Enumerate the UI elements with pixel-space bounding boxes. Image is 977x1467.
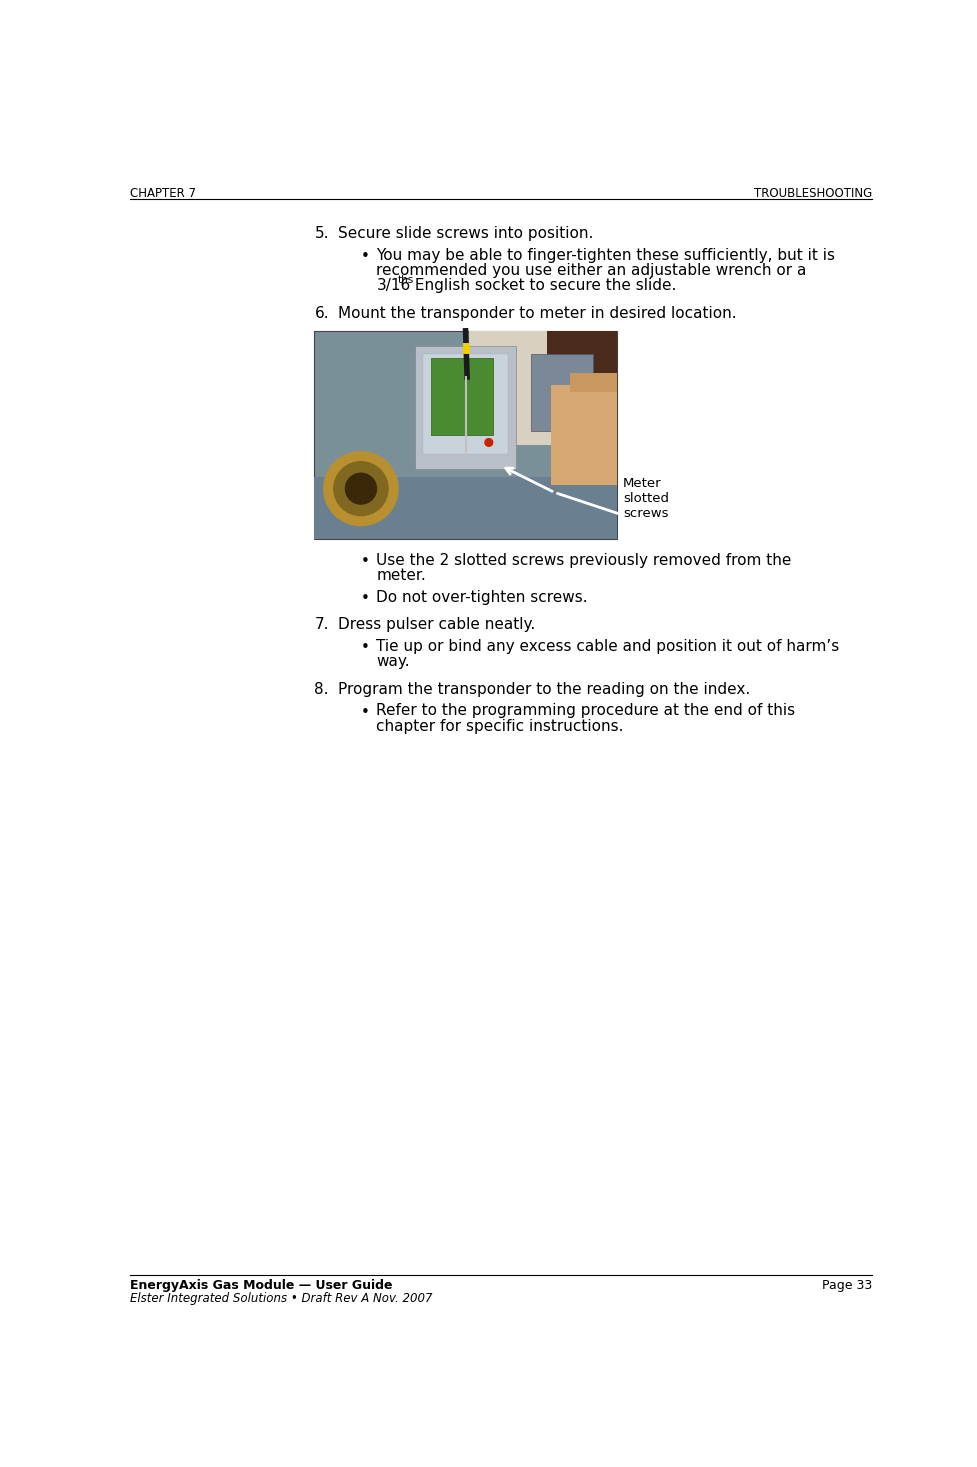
Text: Dress pulser cable neatly.: Dress pulser cable neatly.: [337, 618, 534, 632]
Text: •: •: [361, 555, 369, 569]
Text: way.: way.: [376, 654, 409, 669]
Bar: [415, 346, 516, 469]
Text: chapter for specific instructions.: chapter for specific instructions.: [376, 719, 623, 734]
Bar: [422, 354, 508, 453]
Bar: [546, 332, 616, 389]
Text: Do not over-tighten screws.: Do not over-tighten screws.: [376, 590, 587, 604]
Text: •: •: [361, 591, 369, 606]
Text: Meter
slotted
screws: Meter slotted screws: [622, 477, 668, 521]
Bar: [550, 384, 616, 484]
Bar: [430, 358, 492, 434]
Text: recommended you use either an adjustable wrench or a: recommended you use either an adjustable…: [376, 263, 806, 279]
Text: EnergyAxis Gas Module — User Guide: EnergyAxis Gas Module — User Guide: [130, 1279, 392, 1292]
Text: CHAPTER 7: CHAPTER 7: [130, 186, 195, 200]
Text: Refer to the programming procedure at the end of this: Refer to the programming procedure at th…: [376, 704, 794, 719]
Bar: [469, 332, 616, 445]
Circle shape: [323, 452, 398, 525]
Text: Use the 2 slotted screws previously removed from the: Use the 2 slotted screws previously remo…: [376, 553, 791, 568]
Circle shape: [485, 439, 492, 446]
Text: Tie up or bind any excess cable and position it out of harm’s: Tie up or bind any excess cable and posi…: [376, 638, 839, 654]
Text: TROUBLESHOOTING: TROUBLESHOOTING: [753, 186, 871, 200]
Text: Program the transponder to the reading on the index.: Program the transponder to the reading o…: [337, 682, 749, 697]
Text: 8.: 8.: [315, 682, 328, 697]
Bar: [531, 354, 593, 431]
Bar: [315, 477, 616, 538]
Bar: [315, 332, 616, 538]
Text: 3/16: 3/16: [376, 279, 410, 293]
Bar: [570, 373, 616, 392]
Text: You may be able to finger-tighten these sufficiently, but it is: You may be able to finger-tighten these …: [376, 248, 834, 263]
Text: 5.: 5.: [315, 226, 328, 241]
Text: Elster Integrated Solutions • Draft Rev A Nov. 2007: Elster Integrated Solutions • Draft Rev …: [130, 1292, 432, 1304]
Text: meter.: meter.: [376, 568, 426, 582]
Text: Mount the transponder to meter in desired location.: Mount the transponder to meter in desire…: [337, 307, 736, 321]
Circle shape: [345, 474, 376, 505]
Text: ths: ths: [398, 274, 414, 285]
Text: Page 33: Page 33: [822, 1279, 871, 1292]
Text: •: •: [361, 641, 369, 656]
Text: •: •: [361, 706, 369, 720]
Text: Secure slide screws into position.: Secure slide screws into position.: [337, 226, 592, 241]
Circle shape: [333, 462, 388, 515]
Text: 7.: 7.: [315, 618, 328, 632]
Text: •: •: [361, 249, 369, 264]
Text: English socket to secure the slide.: English socket to secure the slide.: [409, 279, 675, 293]
Text: 6.: 6.: [315, 307, 328, 321]
